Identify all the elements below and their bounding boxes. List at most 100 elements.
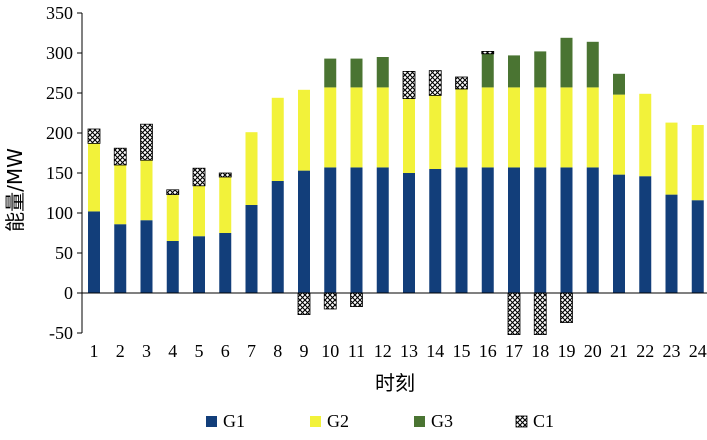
x-tick-label: 16 xyxy=(479,341,497,361)
bar-c1-t19 xyxy=(560,292,573,324)
bar-g1-t7 xyxy=(245,205,258,293)
bar-g1-t16 xyxy=(481,167,494,293)
bar-g1-t15 xyxy=(455,167,468,293)
bar-g1-t6 xyxy=(219,233,232,293)
bar-c1-t1 xyxy=(87,128,101,144)
x-tick-label: 10 xyxy=(321,341,339,361)
y-tick-label: 100 xyxy=(46,203,73,223)
bar-g1-t18 xyxy=(534,167,547,293)
bar-g1-t2 xyxy=(114,224,127,293)
bar-g2-t18 xyxy=(534,87,547,168)
y-tick-label: 300 xyxy=(46,43,73,63)
bar-g3-t16 xyxy=(481,53,494,88)
bar-c1-t11 xyxy=(350,292,363,308)
bar-g3-t17 xyxy=(508,55,520,88)
x-tick-label: 1 xyxy=(90,341,99,361)
bar-g2-t8 xyxy=(271,97,284,181)
y-tick-label: 250 xyxy=(46,83,73,103)
x-axis-ticks: 1 2 3 4 5 6 7 8 9 10 11 12 13 14 15 16 17 18 19 20 21 22 23 24 xyxy=(90,341,707,361)
bar-g1-t4 xyxy=(166,241,179,293)
bar-g1-t8 xyxy=(271,181,284,293)
bar-c1-t4 xyxy=(166,189,180,196)
bar-g1-t1 xyxy=(88,211,100,293)
bar-g1-t3 xyxy=(140,220,153,293)
bar-g2-t6 xyxy=(219,177,232,233)
x-tick-label: 18 xyxy=(531,341,549,361)
bar-g3-t12 xyxy=(376,57,389,88)
x-tick-label: 3 xyxy=(142,341,151,361)
bar-g2-t4 xyxy=(166,194,179,241)
bar-c1-t6 xyxy=(218,172,232,178)
legend-label-g3: G3 xyxy=(431,411,453,431)
x-tick-label: 15 xyxy=(453,341,471,361)
legend-swatch-g2 xyxy=(310,416,321,427)
bar-g2-t12 xyxy=(376,87,389,168)
bar-c1-t16 xyxy=(481,51,495,55)
bar-g2-t22 xyxy=(639,93,652,177)
x-tick-label: 2 xyxy=(116,341,125,361)
bar-g3-t19 xyxy=(560,37,573,88)
legend-label-g1: G1 xyxy=(223,411,245,431)
bar-c1-t13 xyxy=(402,71,416,100)
x-tick-label: 22 xyxy=(636,341,654,361)
bar-c1-t10 xyxy=(323,292,337,310)
bar-g2-t15 xyxy=(455,89,468,168)
bar-g2-t16 xyxy=(481,87,494,168)
bar-g2-t1 xyxy=(88,143,100,212)
y-tick-label: -50 xyxy=(49,323,73,343)
bar-g1-t5 xyxy=(193,236,205,293)
bar-g2-t10 xyxy=(324,87,337,168)
x-tick-label: 24 xyxy=(689,341,707,361)
bar-g2-t3 xyxy=(140,160,153,221)
bar-g1-t19 xyxy=(560,167,573,293)
x-tick-label: 19 xyxy=(558,341,576,361)
x-tick-label: 6 xyxy=(221,341,230,361)
bar-c1-t3 xyxy=(140,123,153,161)
bar-g1-t11 xyxy=(350,167,363,293)
bar-g2-t23 xyxy=(665,122,678,195)
bar-g3-t18 xyxy=(534,51,547,88)
bar-c1-t9 xyxy=(297,292,311,316)
bar-g1-t13 xyxy=(403,173,415,293)
y-tick-label: 150 xyxy=(46,163,73,183)
legend-swatch-g3 xyxy=(414,416,425,427)
bar-g2-t13 xyxy=(403,98,415,173)
bar-c1-t18 xyxy=(533,292,547,335)
bar-c1-t17 xyxy=(507,292,521,335)
legend: G1 G2 G3 C1 xyxy=(206,411,554,431)
bar-g1-t14 xyxy=(429,169,442,293)
bar-c1-t5 xyxy=(192,167,206,187)
x-tick-label: 12 xyxy=(374,341,392,361)
y-tick-label: 0 xyxy=(64,283,73,303)
bars-group xyxy=(87,37,704,335)
bar-g1-t17 xyxy=(508,167,520,293)
bar-g2-t2 xyxy=(114,165,127,225)
bar-g1-t10 xyxy=(324,167,337,293)
bar-g3-t20 xyxy=(586,41,599,88)
x-tick-label: 20 xyxy=(584,341,602,361)
x-tick-label: 4 xyxy=(168,341,177,361)
x-tick-label: 11 xyxy=(348,341,365,361)
bar-g1-t12 xyxy=(376,167,389,293)
bar-g2-t5 xyxy=(193,185,205,237)
bar-g1-t20 xyxy=(586,167,599,293)
bar-c1-t14 xyxy=(428,70,442,96)
bar-g1-t21 xyxy=(613,174,625,293)
y-axis-ticks: -50 0 50 100 150 200 250 300 350 xyxy=(46,3,82,343)
bar-c1-t15 xyxy=(455,76,468,90)
y-tick-label: 200 xyxy=(46,123,73,143)
x-tick-label: 7 xyxy=(247,341,256,361)
bar-g1-t9 xyxy=(298,170,310,293)
bar-g1-t23 xyxy=(665,194,678,293)
axes xyxy=(81,13,707,333)
legend-swatch-g1 xyxy=(206,416,217,427)
bar-g3-t10 xyxy=(324,58,337,88)
bar-g1-t24 xyxy=(691,200,704,293)
bar-g3-t11 xyxy=(350,58,363,88)
bar-g3-t21 xyxy=(613,73,625,95)
x-tick-label: 23 xyxy=(663,341,681,361)
bar-c1-t2 xyxy=(113,147,127,166)
bar-g1-t22 xyxy=(639,176,652,293)
x-tick-label: 21 xyxy=(610,341,628,361)
